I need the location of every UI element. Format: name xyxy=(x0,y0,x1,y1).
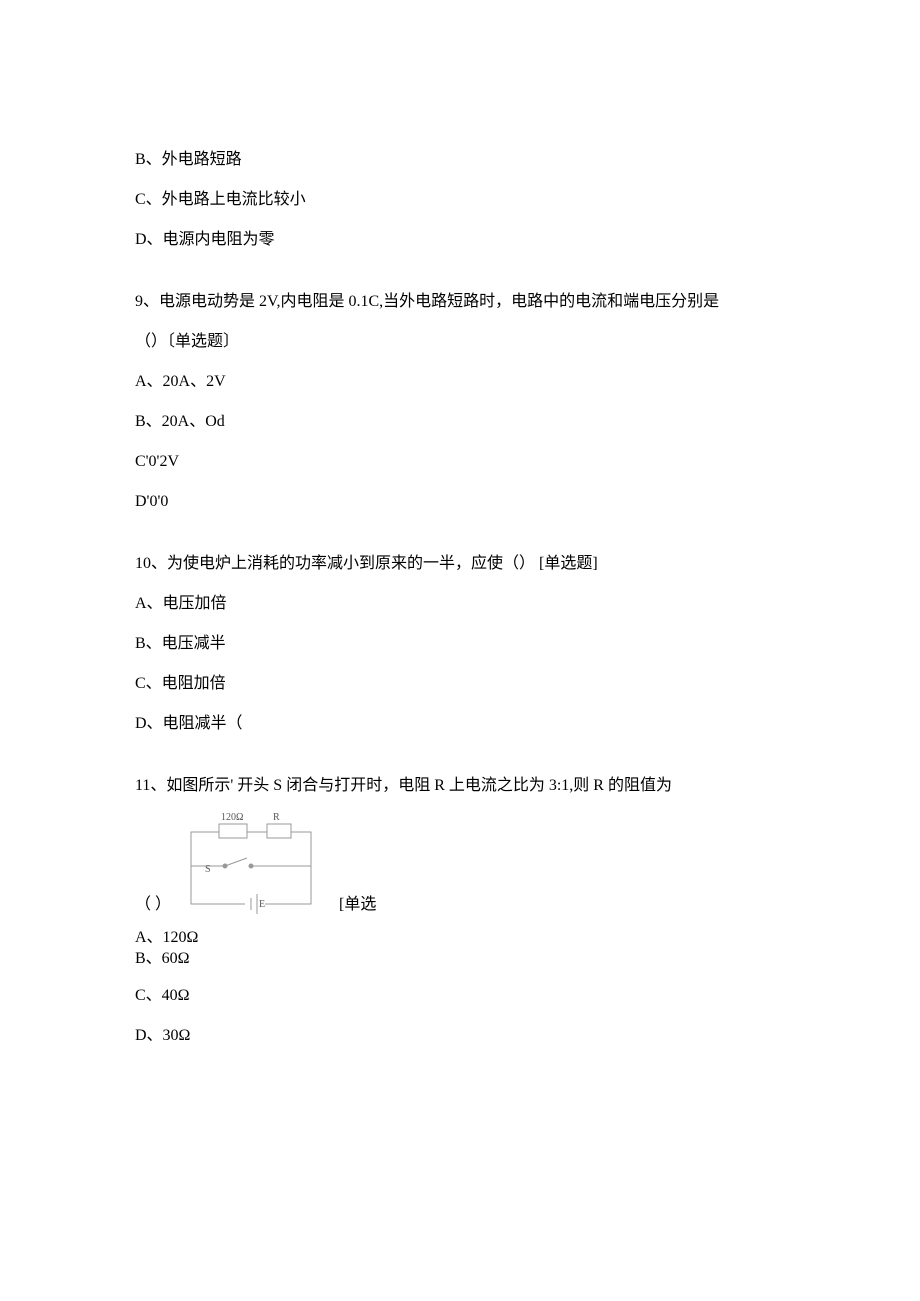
question-11: 11、如图所示' 开头 S 闭合与打开时，电阻 R 上电流之比为 3:1,则 R… xyxy=(135,774,785,1048)
q11-danxuan: [单选 xyxy=(339,890,376,914)
q9-option-b: B、20A、Od xyxy=(135,410,785,434)
q10-option-d: D、电阻减半（ xyxy=(135,712,785,736)
q8-option-b: B、外电路短路 xyxy=(135,148,785,172)
circuit-label-120: 120Ω xyxy=(221,812,243,823)
q9-stem-line1: 9、电源电动势是 2V,内电阻是 0.1C,当外电路短路时，电路中的电流和端电压… xyxy=(135,290,785,314)
q10-option-a: A、电压加倍 xyxy=(135,592,785,616)
q8-option-d: D、电源内电阻为零 xyxy=(135,228,785,252)
q9-option-d: D'0'0 xyxy=(135,490,785,514)
q10-option-c: C、电阻加倍 xyxy=(135,672,785,696)
q10-stem: 10、为使电炉上消耗的功率减小到原来的一半，应使（） [单选题] xyxy=(135,552,785,576)
circuit-label-s: S xyxy=(205,864,211,875)
q9-stem-line2: （）〔单选题〕 xyxy=(135,330,785,354)
q11-option-d: D、30Ω xyxy=(135,1024,785,1048)
q9-option-c: C'0'2V xyxy=(135,450,785,474)
q11-option-a: A、120Ω xyxy=(135,928,785,949)
circuit-label-e: E xyxy=(259,899,265,910)
q9-option-a: A、20A、2V xyxy=(135,370,785,394)
q11-parentheses: （ ） xyxy=(135,890,171,914)
question-9: 9、电源电动势是 2V,内电阻是 0.1C,当外电路短路时，电路中的电流和端电压… xyxy=(135,290,785,514)
q8-option-c: C、外电路上电流比较小 xyxy=(135,188,785,212)
q11-option-b: B、60Ω xyxy=(135,949,785,970)
circuit-label-r: R xyxy=(273,812,280,823)
q11-stem: 11、如图所示' 开头 S 闭合与打开时，电阻 R 上电流之比为 3:1,则 R… xyxy=(135,774,785,798)
circuit-diagram: 120Ω R S E xyxy=(183,814,329,914)
q10-option-b: B、电压减半 xyxy=(135,632,785,656)
question-10: 10、为使电炉上消耗的功率减小到原来的一半，应使（） [单选题] A、电压加倍 … xyxy=(135,552,785,736)
q11-option-c: C、40Ω xyxy=(135,984,785,1008)
